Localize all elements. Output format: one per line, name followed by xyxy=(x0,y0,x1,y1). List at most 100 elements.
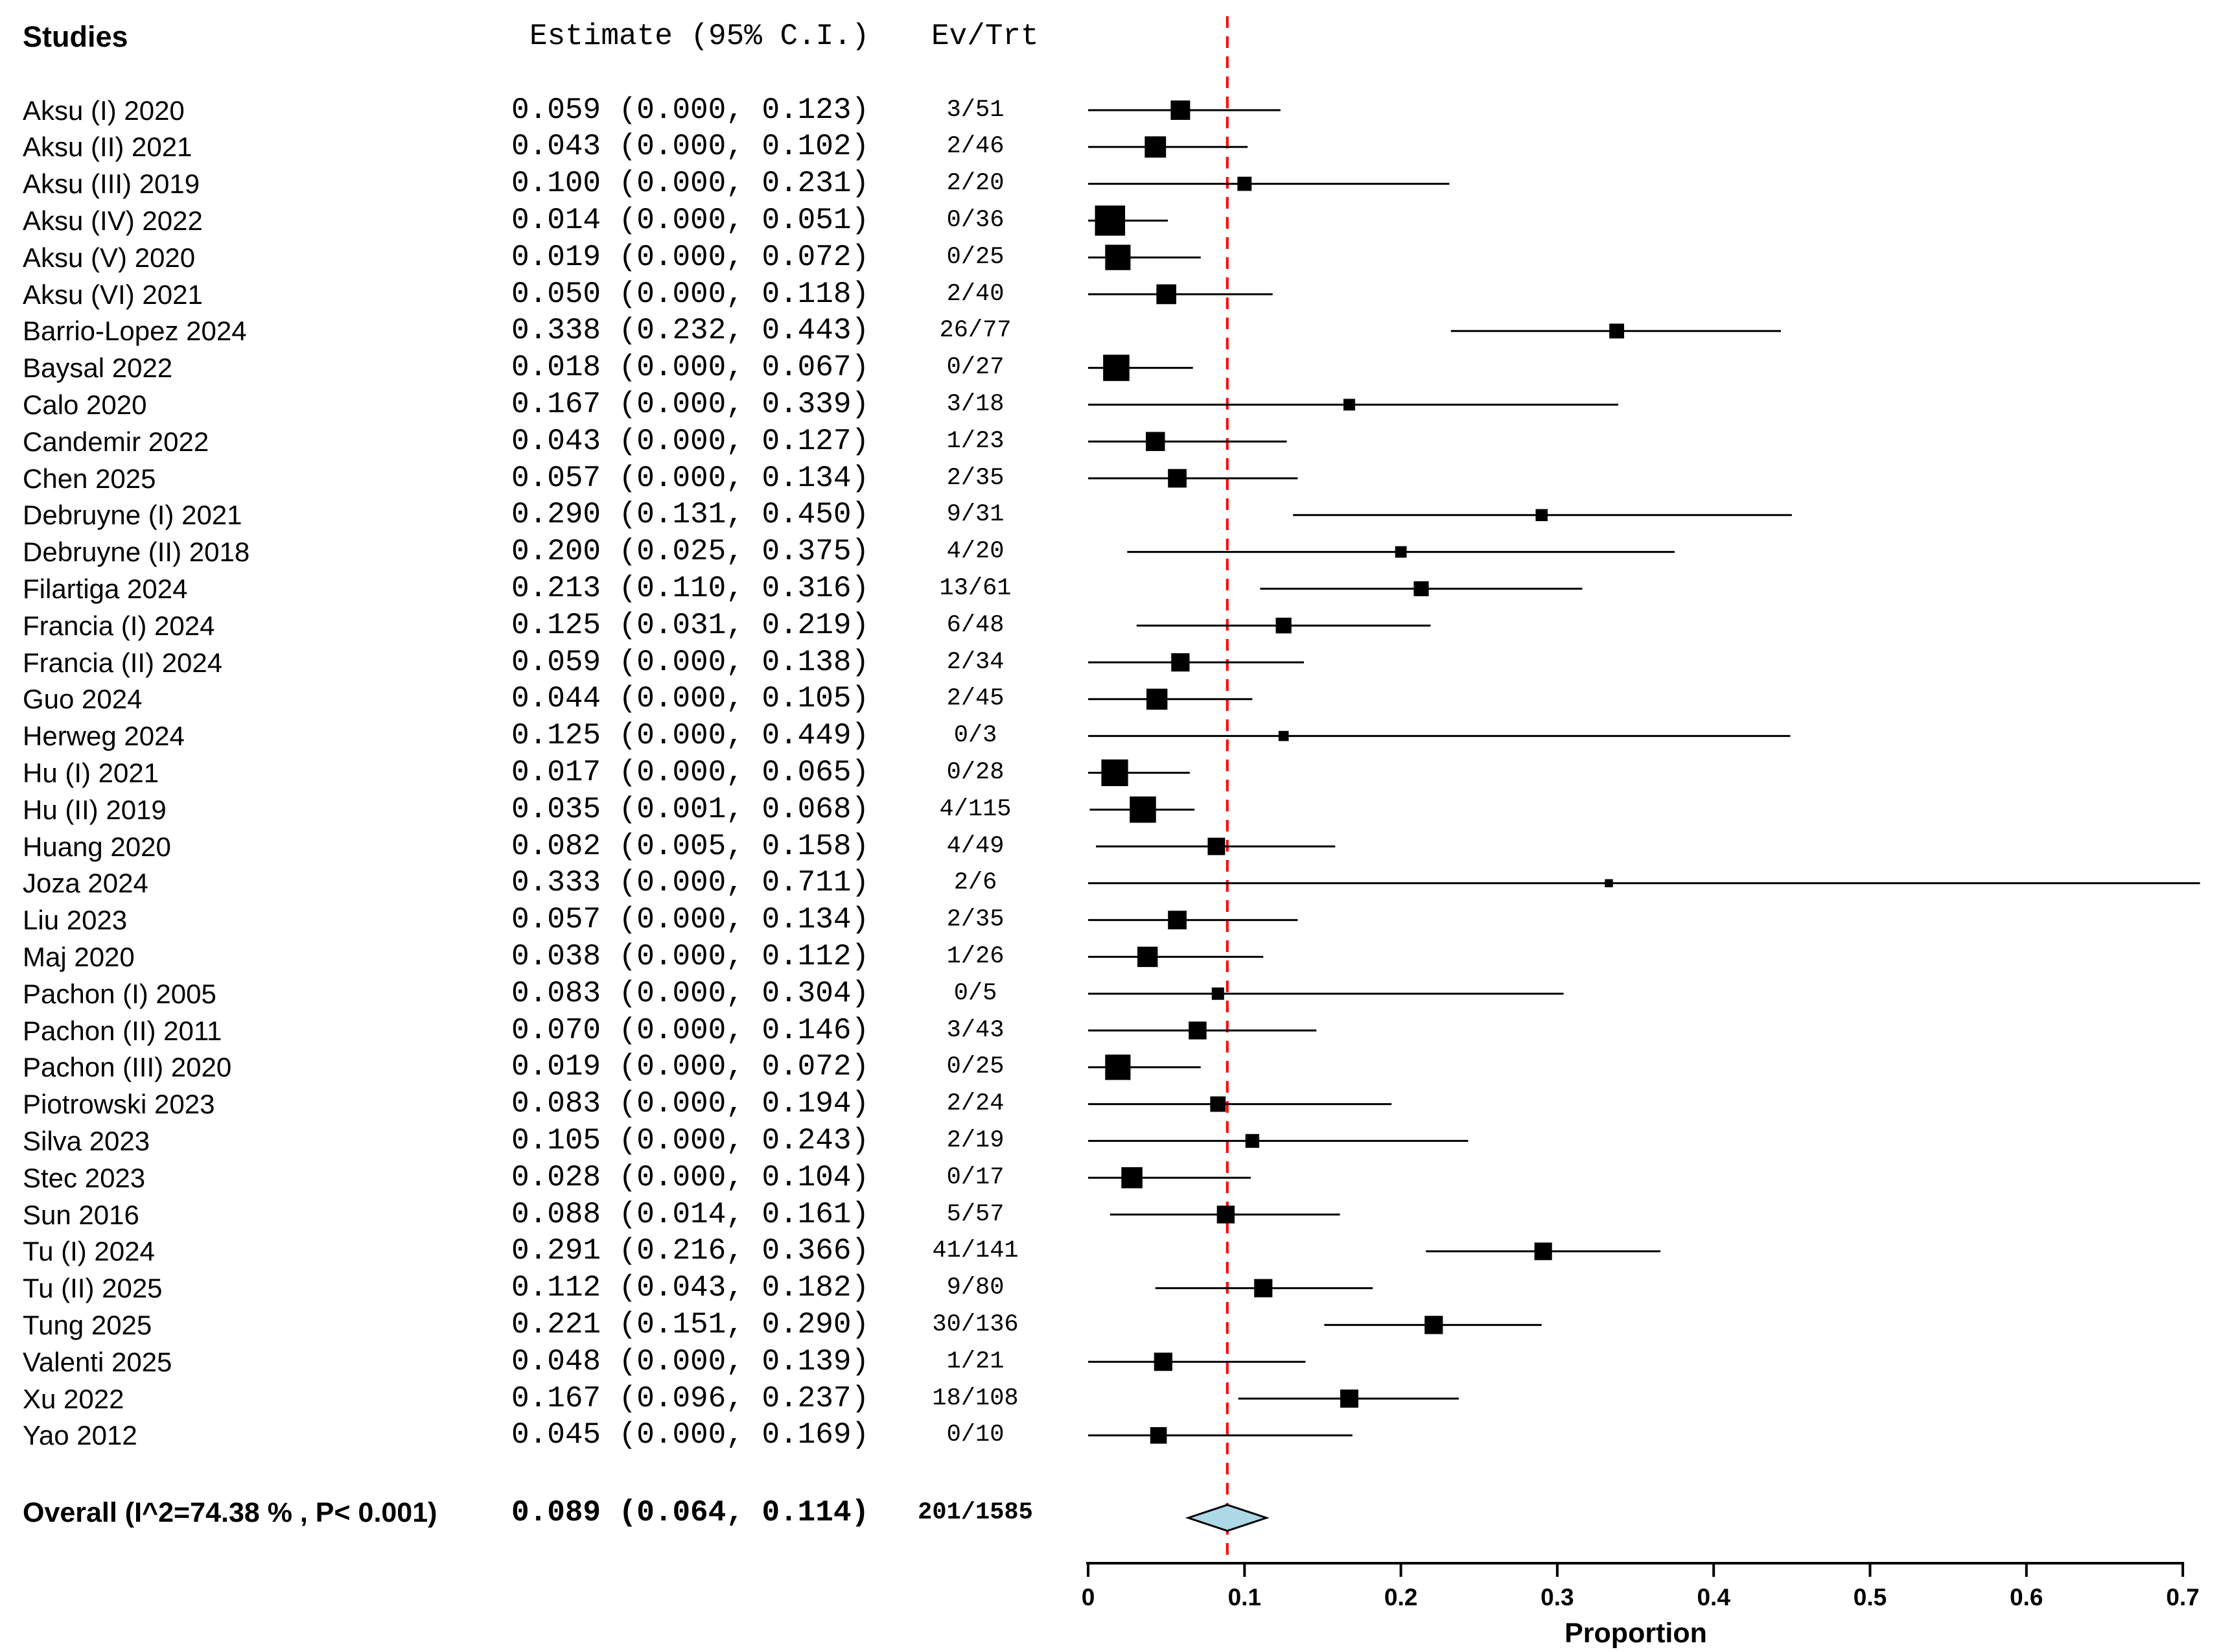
study-row-label: Barrio-Lopez 2024 xyxy=(23,316,247,347)
effect-square xyxy=(1103,355,1130,381)
column-header-ev-trt: Ev/Trt xyxy=(931,19,1039,53)
effect-square xyxy=(1535,509,1548,522)
study-row: Piotrowski 2023 0.083 (0.000, 0.194) 2/24 xyxy=(0,1086,1102,1123)
effect-square xyxy=(1210,1096,1226,1112)
study-row-ev-trt: 13/61 xyxy=(939,574,1012,602)
study-row-ev-trt: 2/40 xyxy=(946,280,1005,308)
study-row-label: Sun 2016 xyxy=(23,1199,139,1230)
study-row-ev-trt: 18/108 xyxy=(932,1384,1019,1412)
effect-square xyxy=(1168,469,1187,488)
study-row-label: Baysal 2022 xyxy=(23,353,173,384)
study-row-estimate-ci: 0.125 (0.031, 0.219) xyxy=(511,608,870,642)
study-row-label: Yao 2012 xyxy=(23,1420,137,1451)
study-row-ev-trt: 1/23 xyxy=(946,427,1005,455)
study-row: Pachon (III) 2020 0.019 (0.000, 0.072) 0/2… xyxy=(0,1049,1102,1086)
study-row-estimate-ci: 0.167 (0.000, 0.339) xyxy=(511,387,870,421)
effect-square xyxy=(1216,1205,1235,1224)
study-row-ev-trt: 0/10 xyxy=(946,1421,1005,1449)
study-row-ev-trt: 1/26 xyxy=(946,942,1005,970)
study-row-label: Filartiga 2024 xyxy=(23,573,188,604)
study-row-label: Aksu (III) 2019 xyxy=(23,169,200,200)
study-row: Candemir 2022 0.043 (0.000, 0.127) 1/23 xyxy=(0,423,1102,460)
effect-square xyxy=(1154,1353,1172,1371)
study-row-estimate-ci: 0.019 (0.000, 0.072) xyxy=(511,240,870,274)
study-row-estimate-ci: 0.333 (0.000, 0.711) xyxy=(511,866,870,900)
study-row-estimate-ci: 0.082 (0.005, 0.158) xyxy=(511,829,870,863)
effect-square xyxy=(1343,399,1355,411)
study-row: Tu (I) 2024 0.291 (0.216, 0.366) 41/141 xyxy=(0,1233,1102,1270)
study-row-label: Aksu (I) 2020 xyxy=(23,95,185,126)
study-row-estimate-ci: 0.048 (0.000, 0.139) xyxy=(511,1344,870,1379)
study-row-estimate-ci: 0.057 (0.000, 0.134) xyxy=(511,461,870,495)
study-row-label: Debruyne (I) 2021 xyxy=(23,500,242,531)
study-row: Francia (I) 2024 0.125 (0.031, 0.219) 6/48 xyxy=(0,607,1102,644)
study-row-estimate-ci: 0.100 (0.000, 0.231) xyxy=(511,167,870,201)
x-axis-tick-label: 0.5 xyxy=(1853,1584,1887,1611)
effect-square xyxy=(1605,879,1613,888)
study-row-label: Aksu (IV) 2022 xyxy=(23,205,203,236)
effect-square xyxy=(1340,1390,1358,1408)
study-row-label: Hu (II) 2019 xyxy=(23,794,167,825)
study-row-estimate-ci: 0.291 (0.216, 0.366) xyxy=(511,1234,870,1268)
study-row-label: Tung 2025 xyxy=(23,1309,152,1340)
study-row-estimate-ci: 0.059 (0.000, 0.123) xyxy=(511,93,870,127)
study-row-label: Calo 2020 xyxy=(23,389,147,420)
study-row-label: Pachon (II) 2011 xyxy=(23,1015,222,1046)
study-row: Chen 2025 0.057 (0.000, 0.134) 2/35 xyxy=(0,460,1102,497)
study-row: Silva 2023 0.105 (0.000, 0.243) 2/19 xyxy=(0,1123,1102,1159)
study-row-estimate-ci: 0.112 (0.043, 0.182) xyxy=(511,1271,870,1305)
study-row-ev-trt: 26/77 xyxy=(939,317,1012,345)
study-row: Maj 2020 0.038 (0.000, 0.112) 1/26 xyxy=(0,938,1102,975)
study-row-label: Hu (I) 2021 xyxy=(23,757,159,788)
study-row: Tu (II) 2025 0.112 (0.043, 0.182) 9/80 xyxy=(0,1270,1102,1307)
study-row-label: Piotrowski 2023 xyxy=(23,1089,215,1120)
study-row-estimate-ci: 0.083 (0.000, 0.194) xyxy=(511,1087,870,1121)
study-row: Francia (II) 2024 0.059 (0.000, 0.138) 2/3… xyxy=(0,644,1102,681)
study-row-ev-trt: 2/24 xyxy=(946,1090,1005,1118)
overall-row-ev-trt: 201/1585 xyxy=(918,1498,1033,1526)
study-row-estimate-ci: 0.059 (0.000, 0.138) xyxy=(511,645,870,679)
study-row-ev-trt: 0/27 xyxy=(946,354,1005,382)
effect-square xyxy=(1609,323,1625,339)
study-row-estimate-ci: 0.014 (0.000, 0.051) xyxy=(511,203,870,237)
overall-diamond xyxy=(1185,1504,1270,1532)
effect-square xyxy=(1130,796,1156,823)
effect-square xyxy=(1534,1242,1552,1261)
study-row-label: Liu 2023 xyxy=(23,905,128,936)
effect-square xyxy=(1168,911,1187,929)
study-row-label: Xu 2022 xyxy=(23,1383,124,1414)
study-row-ev-trt: 0/28 xyxy=(946,758,1005,786)
study-row: Aksu (V) 2020 0.019 (0.000, 0.072) 0/25 xyxy=(0,239,1102,276)
study-row-ev-trt: 3/18 xyxy=(946,390,1005,418)
study-row: Guo 2024 0.044 (0.000, 0.105) 2/45 xyxy=(0,681,1102,717)
overall-row-estimate-ci: 0.089 (0.064, 0.114) xyxy=(511,1495,870,1530)
study-row-estimate-ci: 0.018 (0.000, 0.067) xyxy=(511,351,870,385)
study-row-estimate-ci: 0.221 (0.151, 0.290) xyxy=(511,1307,870,1342)
x-axis-title: Proportion xyxy=(1564,1618,1707,1649)
study-row-estimate-ci: 0.200 (0.025, 0.375) xyxy=(511,535,870,569)
effect-square xyxy=(1105,244,1131,270)
study-row-estimate-ci: 0.028 (0.000, 0.104) xyxy=(511,1160,870,1194)
study-row-estimate-ci: 0.057 (0.000, 0.134) xyxy=(511,903,870,937)
study-row-ev-trt: 2/20 xyxy=(946,170,1005,198)
study-row-ev-trt: 2/34 xyxy=(946,648,1005,676)
study-row-estimate-ci: 0.125 (0.000, 0.449) xyxy=(511,719,870,753)
study-row: Stec 2023 0.028 (0.000, 0.104) 0/17 xyxy=(0,1159,1102,1196)
study-row-ev-trt: 4/115 xyxy=(939,795,1012,823)
study-row: Tung 2025 0.221 (0.151, 0.290) 30/136 xyxy=(0,1307,1102,1344)
study-row-ev-trt: 3/43 xyxy=(946,1016,1005,1044)
effect-square xyxy=(1413,581,1429,596)
study-row: Herweg 2024 0.125 (0.000, 0.449) 0/3 xyxy=(0,717,1102,754)
study-row-estimate-ci: 0.083 (0.000, 0.304) xyxy=(511,976,870,1010)
study-row-estimate-ci: 0.338 (0.232, 0.443) xyxy=(511,314,870,348)
study-row-ev-trt: 6/48 xyxy=(946,611,1005,639)
study-row-estimate-ci: 0.045 (0.000, 0.169) xyxy=(511,1418,870,1452)
study-row-estimate-ci: 0.088 (0.014, 0.161) xyxy=(511,1197,870,1231)
x-axis-tick-label: 0 xyxy=(1081,1584,1095,1611)
study-row: Yao 2012 0.045 (0.000, 0.169) 0/10 xyxy=(0,1417,1102,1454)
effect-square xyxy=(1171,653,1190,672)
study-row-ev-trt: 2/45 xyxy=(946,685,1005,713)
study-row: Filartiga 2024 0.213 (0.110, 0.316) 13/61 xyxy=(0,570,1102,607)
study-row-ev-trt: 41/141 xyxy=(932,1237,1019,1265)
study-row-estimate-ci: 0.044 (0.000, 0.105) xyxy=(511,682,870,716)
